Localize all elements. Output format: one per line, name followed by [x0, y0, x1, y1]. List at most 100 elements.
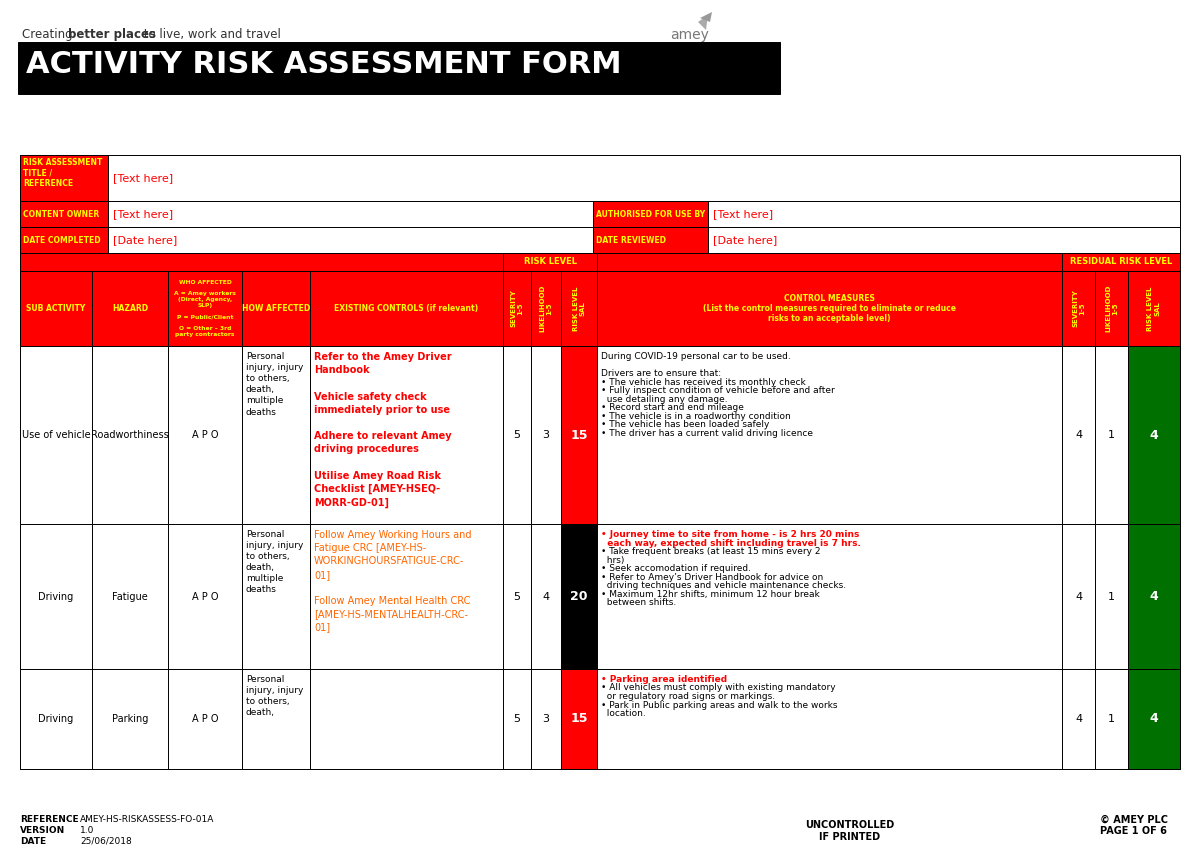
Text: A P O: A P O — [192, 430, 218, 440]
Polygon shape — [700, 12, 712, 22]
Bar — [20, 524, 92, 669]
Bar — [1096, 346, 1128, 524]
Text: 5: 5 — [514, 714, 521, 724]
Bar — [1128, 669, 1180, 769]
Bar — [1128, 524, 1180, 669]
Polygon shape — [698, 15, 708, 30]
Text: use detailing any damage.: use detailing any damage. — [601, 395, 727, 403]
Bar — [242, 271, 310, 346]
Text: SUB ACTIVITY: SUB ACTIVITY — [26, 304, 85, 313]
Text: DATE REVIEWED: DATE REVIEWED — [596, 235, 666, 245]
Text: RISK LEVEL
SAL: RISK LEVEL SAL — [1147, 286, 1160, 331]
Bar — [598, 346, 1062, 524]
Text: • The vehicle has received its monthly check: • The vehicle has received its monthly c… — [601, 378, 805, 386]
Text: REFERENCE: REFERENCE — [20, 815, 79, 824]
Text: SEVERITY
1-5: SEVERITY 1-5 — [510, 290, 523, 328]
Text: • Record start and end mileage: • Record start and end mileage — [601, 403, 744, 412]
Text: 1: 1 — [1108, 592, 1115, 601]
Text: Driving: Driving — [38, 714, 73, 724]
Text: 15: 15 — [570, 429, 588, 441]
Bar — [562, 346, 598, 524]
Bar — [598, 524, 1062, 669]
Bar — [20, 669, 1180, 769]
Bar — [503, 524, 530, 669]
Text: Personal
injury, injury
to others,
death,
multiple
deaths: Personal injury, injury to others, death… — [246, 530, 304, 594]
Text: • All vehicles must comply with existing mandatory: • All vehicles must comply with existing… — [601, 683, 835, 693]
Text: location.: location. — [601, 709, 646, 718]
Text: UNCONTROLLED
IF PRINTED: UNCONTROLLED IF PRINTED — [805, 820, 895, 842]
Text: • Take frequent breaks (at least 15 mins every 2: • Take frequent breaks (at least 15 mins… — [601, 547, 821, 556]
Bar — [1062, 524, 1096, 669]
Text: CONTENT OWNER: CONTENT OWNER — [23, 210, 100, 218]
Bar — [20, 201, 1180, 227]
Bar — [1096, 524, 1128, 669]
Text: 4: 4 — [1075, 592, 1082, 601]
Bar — [310, 346, 503, 524]
Bar — [92, 524, 168, 669]
Text: PAGE 1 OF 6: PAGE 1 OF 6 — [1100, 826, 1166, 836]
Text: 1.0: 1.0 — [80, 826, 95, 835]
Text: EXAMPLE: EXAMPLE — [355, 185, 845, 675]
Bar — [20, 227, 1180, 253]
Text: Parking: Parking — [112, 714, 148, 724]
Bar — [20, 669, 92, 769]
Text: amey: amey — [670, 28, 709, 42]
Bar — [92, 271, 168, 346]
Text: Follow Amey Working Hours and
Fatigue CRC [AMEY-HS-
WORKINGHOURSFATIGUE-CRC-
01]: Follow Amey Working Hours and Fatigue CR… — [314, 530, 472, 633]
Bar — [1062, 271, 1096, 346]
Text: • The vehicle is in a roadworthy condition: • The vehicle is in a roadworthy conditi… — [601, 412, 791, 420]
Text: [Text here]: [Text here] — [713, 209, 773, 219]
Text: [Date here]: [Date here] — [713, 235, 778, 245]
Bar — [598, 271, 1062, 346]
Text: Personal
injury, injury
to others,
death,: Personal injury, injury to others, death… — [246, 675, 304, 717]
Bar — [310, 669, 503, 769]
Text: Driving: Driving — [38, 592, 73, 601]
Text: • Park in Public parking areas and walk to the works: • Park in Public parking areas and walk … — [601, 700, 838, 710]
Text: 20: 20 — [570, 590, 588, 603]
Text: Roadworthiness: Roadworthiness — [91, 430, 169, 440]
Text: better places: better places — [68, 28, 156, 41]
Text: to live, work and travel: to live, work and travel — [140, 28, 281, 41]
Bar — [593, 227, 708, 253]
Text: 25/06/2018: 25/06/2018 — [80, 837, 132, 846]
Bar — [503, 253, 598, 271]
Text: 4: 4 — [1150, 590, 1158, 603]
Bar — [562, 669, 598, 769]
Bar — [562, 271, 598, 346]
Bar — [1096, 271, 1128, 346]
Bar — [598, 669, 1062, 769]
Text: or regulatory road signs or markings.: or regulatory road signs or markings. — [601, 692, 775, 701]
Bar — [593, 201, 708, 227]
Bar — [20, 253, 1180, 346]
Bar — [242, 524, 310, 669]
Text: [Text here]: [Text here] — [113, 173, 173, 183]
Text: WHO AFFECTED

A = Amey workers
(Direct, Agency,
SLP)

P = Public/Client

O = Oth: WHO AFFECTED A = Amey workers (Direct, A… — [174, 280, 236, 337]
Bar — [20, 155, 1180, 201]
Bar — [168, 271, 242, 346]
Text: 5: 5 — [514, 430, 521, 440]
Text: AUTHORISED FOR USE BY: AUTHORISED FOR USE BY — [596, 210, 706, 218]
Bar — [242, 669, 310, 769]
Bar — [530, 271, 562, 346]
Text: ACTIVITY RISK ASSESSMENT FORM: ACTIVITY RISK ASSESSMENT FORM — [26, 50, 622, 79]
Text: RISK ASSESSMENT
TITLE /
REFERENCE: RISK ASSESSMENT TITLE / REFERENCE — [23, 158, 102, 188]
Bar — [92, 346, 168, 524]
Bar — [20, 346, 92, 524]
Text: LIKELIHOOD
1-5: LIKELIHOOD 1-5 — [1105, 284, 1118, 332]
Bar — [168, 669, 242, 769]
Text: between shifts.: between shifts. — [601, 598, 677, 607]
Text: EXISTING CONTROLS (if relevant): EXISTING CONTROLS (if relevant) — [335, 304, 479, 313]
Text: 5: 5 — [514, 592, 521, 601]
Text: 4: 4 — [1150, 712, 1158, 726]
Bar — [1062, 253, 1180, 271]
Text: Use of vehicle: Use of vehicle — [22, 430, 90, 440]
Text: driving techniques and vehicle maintenance checks.: driving techniques and vehicle maintenan… — [601, 581, 846, 590]
Bar — [503, 346, 530, 524]
Text: Creating: Creating — [22, 28, 77, 41]
Bar — [562, 524, 598, 669]
Text: SEVERITY
1-5: SEVERITY 1-5 — [1072, 290, 1085, 328]
Text: • The driver has a current valid driving licence: • The driver has a current valid driving… — [601, 429, 814, 437]
Bar — [530, 346, 562, 524]
Text: 15: 15 — [570, 712, 588, 726]
Text: 4: 4 — [542, 592, 550, 601]
